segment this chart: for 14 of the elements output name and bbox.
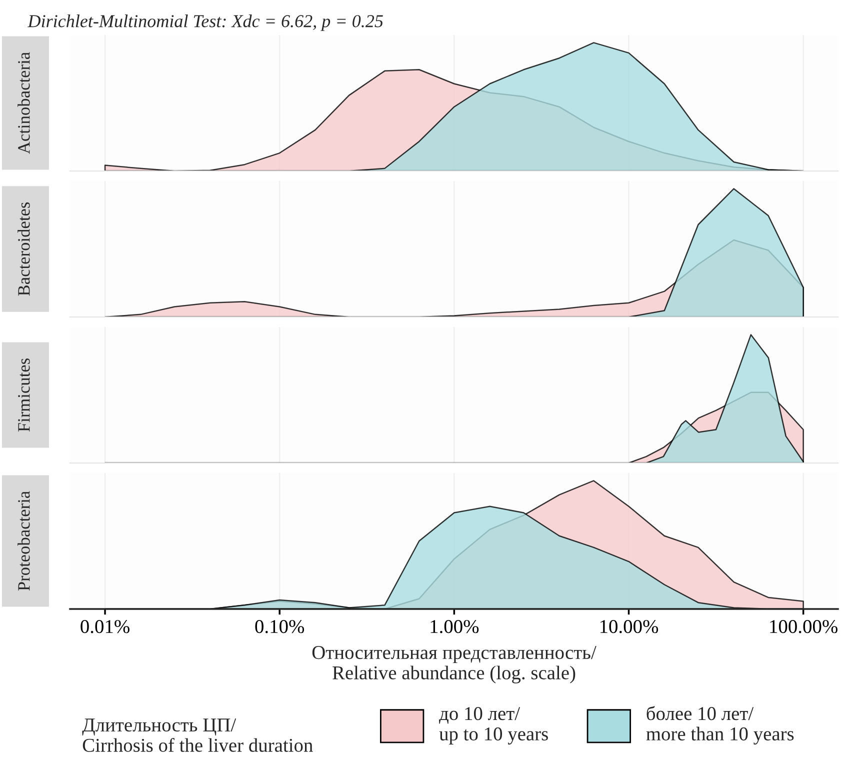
legend-title: Длительность ЦП/ Cirrhosis of the liver duration: [82, 718, 313, 752]
x-axis-title: Относительная представленность/ Relative abundance (log. scale): [312, 646, 596, 684]
text: Actinobacteria: [18, 52, 30, 154]
x-tick-label: 0.10%: [255, 620, 304, 634]
text: Dirichlet-Multinomial Test: Xdc = 6.62, p = 0.25: [28, 14, 383, 31]
x-tick-label: 10.00%: [600, 620, 658, 634]
text: Firmicutes: [18, 358, 30, 432]
legend-label: более 10 лет/ more than 10 years: [646, 706, 794, 744]
x-tick-label: 1.00%: [430, 620, 479, 634]
text: Bacteroidetes: [18, 202, 30, 296]
text: Proteobacteria: [18, 491, 30, 591]
x-tick-label: 0.01%: [80, 620, 130, 634]
x-tick-label: 100.00%: [770, 620, 838, 634]
legend-label: до 10 лет/ up to 10 years: [439, 707, 548, 744]
